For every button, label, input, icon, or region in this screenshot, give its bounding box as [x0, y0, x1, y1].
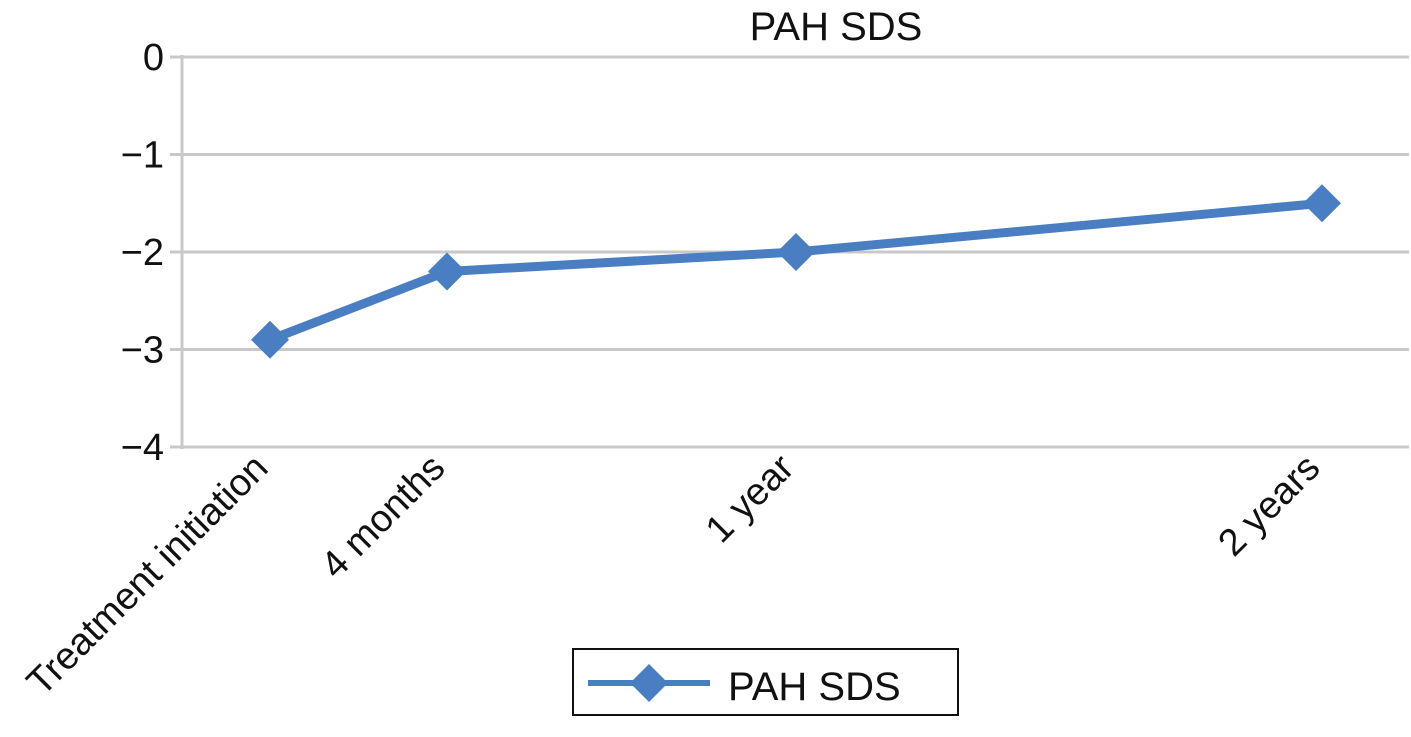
y-tick-label: −3 [121, 330, 164, 372]
x-tick-label: 4 months [313, 447, 453, 587]
series-line [265, 198, 1327, 345]
x-tick-label: 2 years [1211, 447, 1329, 565]
y-tick-label: 0 [143, 37, 164, 79]
series-pah-sds [251, 184, 1341, 359]
data-point-marker [251, 320, 289, 359]
chart-title: PAH SDS [750, 5, 923, 49]
legend-label: PAH SDS [728, 665, 901, 709]
data-point-marker [777, 233, 815, 271]
legend: PAH SDS [572, 648, 959, 716]
x-tick-label: 1 year [698, 446, 803, 551]
y-tick-label: −1 [121, 135, 164, 177]
legend-diamond-marker [630, 664, 668, 702]
y-axis-ticks: 0 −1 −2 −3 −4 [121, 37, 182, 469]
y-tick-label: −2 [121, 232, 164, 274]
data-point-marker [1303, 184, 1341, 223]
y-tick-label: −4 [121, 427, 164, 469]
data-point-marker [428, 252, 466, 291]
x-tick-label: Treatment initiation [19, 447, 276, 704]
